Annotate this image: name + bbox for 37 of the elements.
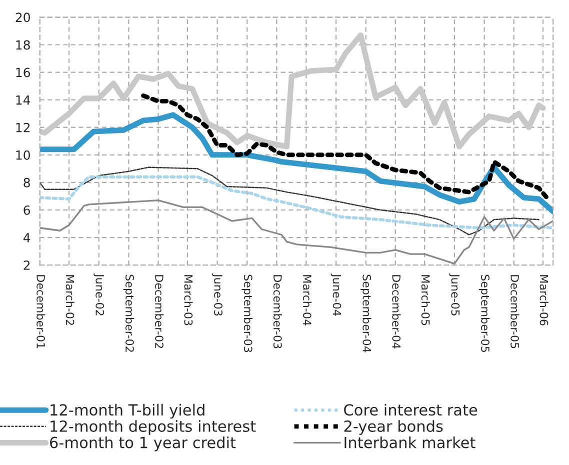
legend-label: Interbank market xyxy=(344,436,476,448)
y-tick-label: 2 xyxy=(24,260,30,270)
x-tick-label: September-02 xyxy=(123,274,134,352)
x-tick-label: December-04 xyxy=(392,275,401,349)
x-tick-label: June-03 xyxy=(212,274,222,316)
x-tick-label: September-05 xyxy=(478,274,490,352)
x-tick-label: September-04 xyxy=(360,274,372,352)
line-series xyxy=(141,93,550,202)
x-tick-label: December-03 xyxy=(273,275,282,348)
x-tick-label: March-03 xyxy=(184,275,193,326)
x-tick-label: September-03 xyxy=(242,274,253,352)
y-tick-label: 10 xyxy=(16,150,30,160)
y-tick-label: 20 xyxy=(16,12,30,22)
legend-label: 6-month to 1 year credit xyxy=(50,436,236,452)
x-tick-label: March-04 xyxy=(302,275,312,326)
x-tick-label: June-05 xyxy=(449,274,460,316)
y-tick-label: 18 xyxy=(16,40,30,50)
x-tick-label: December-05 xyxy=(510,275,520,348)
legend-label: 12-month deposits interest xyxy=(50,420,256,435)
x-tick-label: June-02 xyxy=(94,274,104,316)
x-tick-label: March-05 xyxy=(421,275,430,326)
x-tick-label: June-04 xyxy=(330,274,342,316)
legend-label: Core interest rate xyxy=(344,404,478,416)
x-tick-label: December-01 xyxy=(36,275,46,348)
x-tick-label: December-02 xyxy=(155,275,164,348)
line-series xyxy=(40,175,554,230)
y-tick-label: 4 xyxy=(23,233,30,242)
x-tick-label: March-06 xyxy=(540,275,548,326)
x-tick-label: March-02 xyxy=(66,275,74,325)
y-tick-label: 16 xyxy=(16,68,30,78)
y-tick-label: 12 xyxy=(16,122,30,132)
y-tick-label: 14 xyxy=(16,95,30,105)
y-tick-label: 6 xyxy=(24,205,30,215)
legend-label: 2-year bonds xyxy=(344,420,443,435)
y-tick-label: 8 xyxy=(24,178,30,188)
line-series xyxy=(40,166,540,236)
legend-label: 12-month T-bill yield xyxy=(50,404,204,419)
